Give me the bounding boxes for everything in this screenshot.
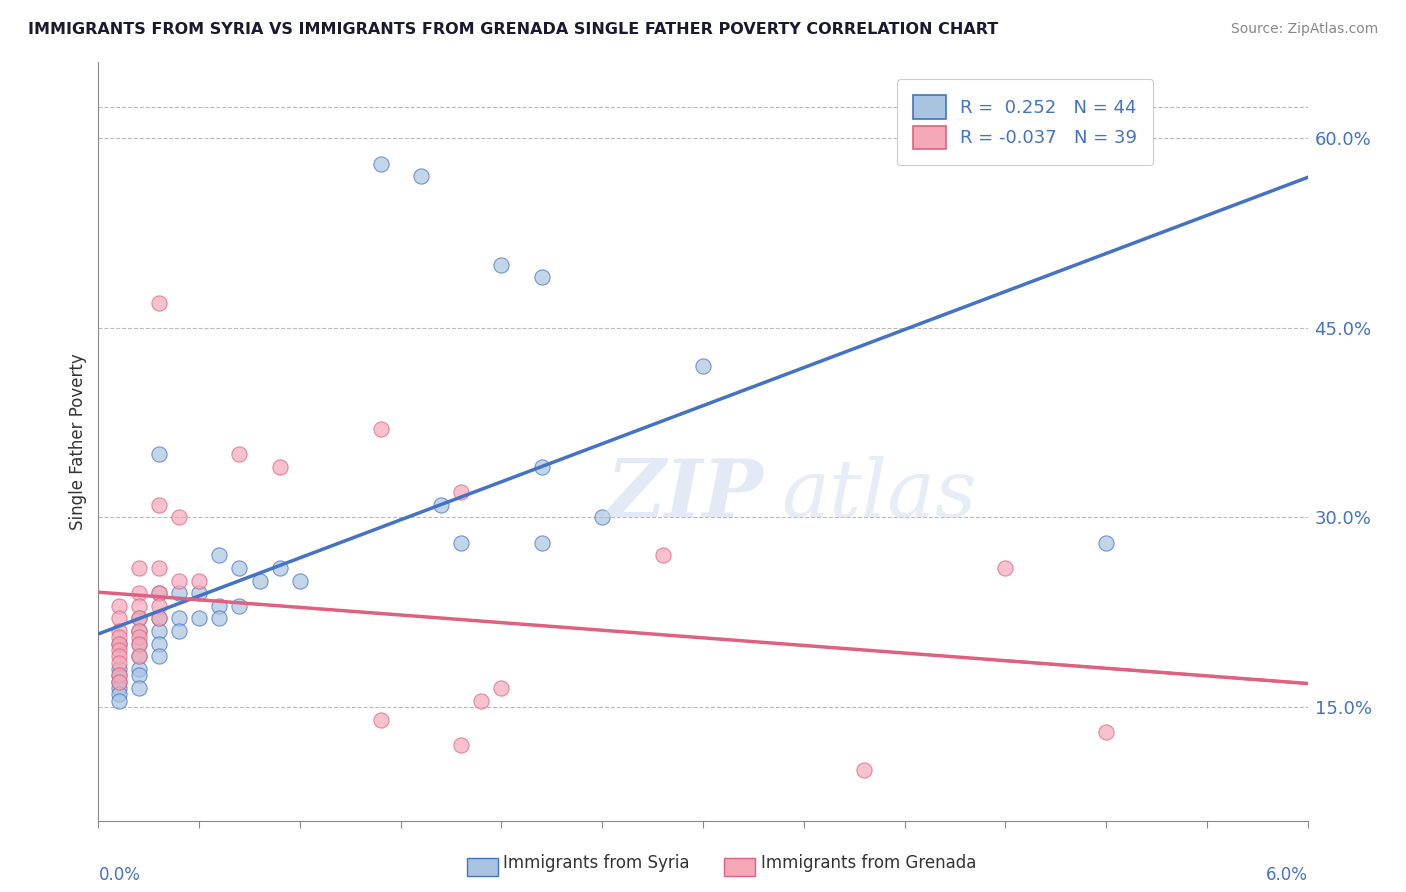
Point xyxy=(491,258,513,272)
Point xyxy=(450,485,472,500)
Point xyxy=(692,359,714,373)
Text: Source: ZipAtlas.com: Source: ZipAtlas.com xyxy=(1230,22,1378,37)
Point xyxy=(107,637,129,651)
Point xyxy=(188,611,211,625)
Point xyxy=(128,668,150,682)
Point xyxy=(148,447,170,461)
Point xyxy=(148,561,170,575)
Point xyxy=(128,637,150,651)
Text: Immigrants from Syria: Immigrants from Syria xyxy=(503,855,690,872)
Point xyxy=(167,624,190,639)
Point xyxy=(530,459,553,474)
Point xyxy=(148,637,170,651)
Point xyxy=(208,548,231,563)
Point xyxy=(128,662,150,676)
Point xyxy=(148,649,170,664)
Point xyxy=(208,599,231,613)
Point xyxy=(148,611,170,625)
Point xyxy=(128,624,150,639)
Point xyxy=(167,611,190,625)
Point xyxy=(1095,725,1118,739)
Point xyxy=(107,631,129,645)
Point xyxy=(128,611,150,625)
Point xyxy=(107,674,129,689)
Point xyxy=(530,535,553,549)
Point xyxy=(148,599,170,613)
Y-axis label: Single Father Poverty: Single Father Poverty xyxy=(69,353,87,530)
Point xyxy=(107,643,129,657)
Point xyxy=(228,561,250,575)
Point xyxy=(249,574,271,588)
Text: Immigrants from Grenada: Immigrants from Grenada xyxy=(761,855,976,872)
Point xyxy=(128,586,150,600)
Point xyxy=(491,681,513,695)
Point xyxy=(651,548,673,563)
Point xyxy=(470,693,492,707)
Point xyxy=(188,574,211,588)
Point xyxy=(148,586,170,600)
Point xyxy=(128,611,150,625)
Point xyxy=(107,668,129,682)
Point xyxy=(370,156,392,170)
Point xyxy=(208,611,231,625)
Point xyxy=(107,681,129,695)
Point xyxy=(409,169,432,184)
Point xyxy=(107,599,129,613)
Text: 6.0%: 6.0% xyxy=(1265,866,1308,884)
Point xyxy=(107,649,129,664)
Point xyxy=(853,763,876,777)
Point xyxy=(167,586,190,600)
Point xyxy=(288,574,311,588)
Point xyxy=(148,624,170,639)
Point xyxy=(128,637,150,651)
Point xyxy=(450,535,472,549)
Legend: R =  0.252   N = 44, R = -0.037   N = 39: R = 0.252 N = 44, R = -0.037 N = 39 xyxy=(897,79,1153,165)
Text: IMMIGRANTS FROM SYRIA VS IMMIGRANTS FROM GRENADA SINGLE FATHER POVERTY CORRELATI: IMMIGRANTS FROM SYRIA VS IMMIGRANTS FROM… xyxy=(28,22,998,37)
Point xyxy=(107,668,129,682)
Point xyxy=(107,656,129,670)
Point xyxy=(167,510,190,524)
Point xyxy=(128,649,150,664)
Point xyxy=(107,624,129,639)
Point xyxy=(450,738,472,752)
Text: ZIP: ZIP xyxy=(606,456,763,533)
Point xyxy=(107,674,129,689)
Point xyxy=(128,649,150,664)
Point xyxy=(1095,535,1118,549)
Point xyxy=(148,295,170,310)
Point xyxy=(128,624,150,639)
Point xyxy=(167,574,190,588)
Point xyxy=(128,561,150,575)
Point xyxy=(107,611,129,625)
Point xyxy=(269,459,291,474)
Point xyxy=(107,662,129,676)
Point xyxy=(269,561,291,575)
Point xyxy=(148,611,170,625)
Point xyxy=(148,498,170,512)
Point xyxy=(107,637,129,651)
Point xyxy=(228,599,250,613)
Point xyxy=(530,270,553,285)
Point xyxy=(430,498,453,512)
Point xyxy=(188,586,211,600)
Point xyxy=(994,561,1017,575)
Point xyxy=(128,599,150,613)
Point xyxy=(370,422,392,436)
Point xyxy=(591,510,613,524)
Text: 0.0%: 0.0% xyxy=(98,866,141,884)
Point xyxy=(148,586,170,600)
Point xyxy=(107,693,129,707)
Point xyxy=(128,631,150,645)
Point xyxy=(370,713,392,727)
Text: atlas: atlas xyxy=(782,456,977,533)
Point xyxy=(128,681,150,695)
Point xyxy=(228,447,250,461)
Point xyxy=(107,687,129,701)
